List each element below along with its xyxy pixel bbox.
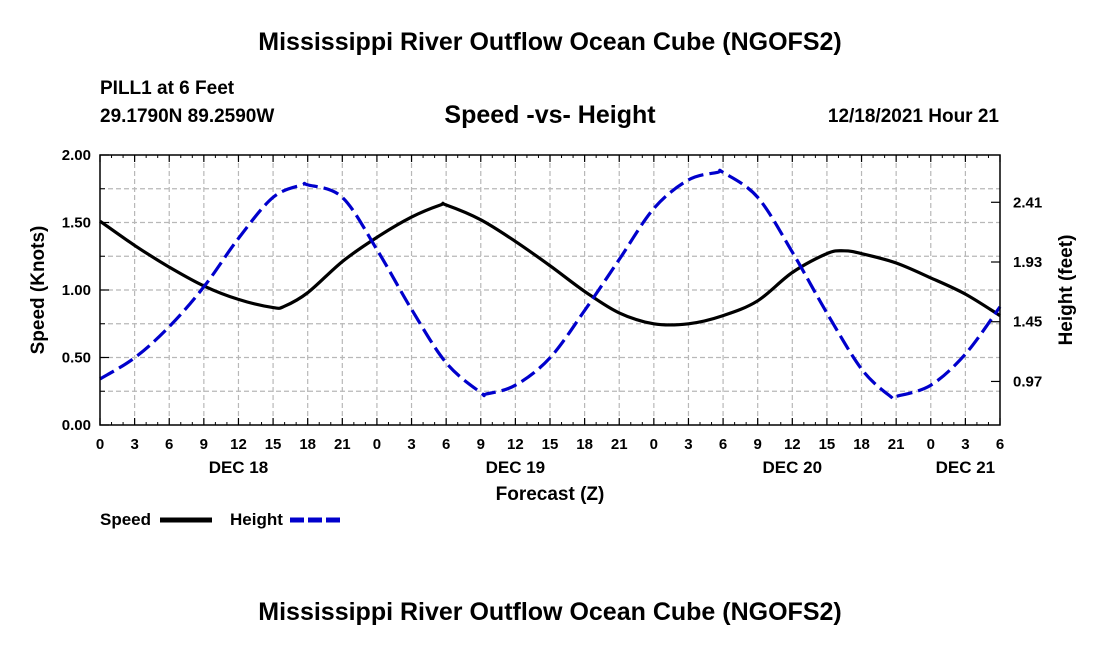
y-right-tick-label: 0.97 (1013, 373, 1042, 390)
forecast-datetime: 12/18/2021 Hour 21 (827, 106, 999, 127)
y-left-tick-label: 0.00 (62, 417, 91, 434)
x-tick-label: 3 (130, 436, 138, 453)
series-line-speed (99, 201, 1001, 327)
x-tick-label: 6 (442, 436, 450, 453)
x-tick-label: 6 (996, 436, 1004, 453)
x-tick-label: 21 (611, 436, 628, 453)
x-day-label: DEC 19 (486, 458, 546, 477)
grid-lines (100, 155, 1000, 425)
y-left-axis-title: Speed (Knots) (28, 226, 49, 355)
legend-speed-label: Speed (100, 510, 152, 529)
y-left-tick-label: 1.50 (62, 215, 91, 232)
x-day-label: DEC 21 (936, 458, 996, 477)
x-tick-label: 3 (684, 436, 692, 453)
x-tick-label: 18 (853, 436, 870, 453)
chart-subtitle: Speed -vs- Height (444, 101, 656, 129)
x-tick-label: 12 (230, 436, 247, 453)
x-tick-label: 0 (96, 436, 104, 453)
x-tick-label: 21 (334, 436, 351, 453)
y-left-tick-label: 2.00 (62, 147, 91, 164)
x-tick-label: 12 (784, 436, 801, 453)
y-right-tick-label: 1.45 (1013, 314, 1042, 331)
x-day-label: DEC 18 (209, 458, 269, 477)
x-tick-label: 18 (299, 436, 316, 453)
x-tick-label: 15 (819, 436, 836, 453)
y-left-tick-label: 0.50 (62, 350, 91, 367)
chart-title: Mississippi River Outflow Ocean Cube (NG… (258, 28, 842, 56)
x-day-label: DEC 20 (763, 458, 823, 477)
x-tick-label: 15 (265, 436, 282, 453)
y-left-tick-label: 1.00 (62, 282, 91, 299)
x-tick-label: 9 (477, 436, 485, 453)
x-tick-label: 3 (961, 436, 969, 453)
series-layer (99, 168, 1002, 401)
x-axis-title: Forecast (Z) (496, 484, 605, 505)
footer-title: Mississippi River Outflow Ocean Cube (NG… (258, 598, 842, 626)
x-tick-label: 6 (719, 436, 727, 453)
x-tick-label: 0 (927, 436, 935, 453)
x-tick-label: 0 (650, 436, 658, 453)
x-tick-label: 12 (507, 436, 524, 453)
x-tick-label: 3 (407, 436, 415, 453)
y-right-axis-title: Height (feet) (1056, 235, 1077, 346)
y-right-tick-label: 1.93 (1013, 254, 1042, 271)
series-line-height (99, 168, 1002, 401)
x-tick-label: 6 (165, 436, 173, 453)
x-tick-label: 21 (888, 436, 905, 453)
x-tick-label: 0 (373, 436, 381, 453)
x-tick-label: 18 (576, 436, 593, 453)
x-tick-label: 9 (754, 436, 762, 453)
plot-frame (99, 154, 1001, 426)
coordinates-label: 29.1790N 89.2590W (100, 106, 275, 127)
x-tick-label: 9 (200, 436, 208, 453)
axis-labels: 0 3 6 9 12 15 18 21 0 3 6 9 12 15 18 21 0 3 6 9 12 15 18 21 0 3 6 0… (28, 147, 1077, 505)
station-label: PILL1 at 6 Feet (100, 78, 235, 99)
x-tick-label: 15 (542, 436, 559, 453)
legend-height-label: Height (230, 510, 283, 529)
y-right-tick-label: 2.41 (1013, 194, 1042, 211)
